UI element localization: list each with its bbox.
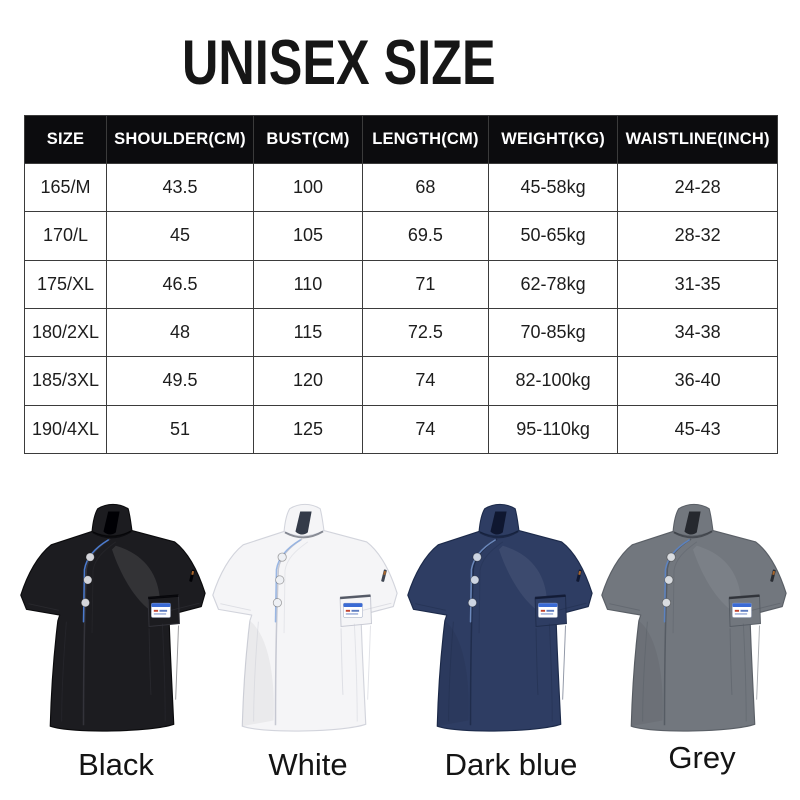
table-cell: 74 [362,404,489,455]
table-cell: 49.5 [106,356,254,406]
table-cell: 71 [362,259,489,309]
table-row: 165/M 43.5 100 68 45-58kg 24-28 [23,162,778,213]
table-cell: 180/2XL [23,307,108,358]
color-label-dark-blue: Dark blue [444,747,578,782]
table-cell: 175/XL [23,259,108,309]
table-cell: 165/M [23,162,108,213]
table-row: 175/XL 46.5 110 71 62-78kg 31-35 [23,259,778,309]
color-label-black: Black [78,747,154,782]
table-cell: 170/L [23,211,108,261]
table-cell: 68 [362,162,489,213]
color-label-grey: Grey [668,740,736,775]
column-header: BUST(CM) [252,115,364,164]
table-cell: 72.5 [362,307,489,358]
product-image-white [209,500,399,733]
table-cell: 185/3XL [23,356,108,406]
column-header: SIZE [23,115,108,164]
table-row: 180/2XL 48 115 72.5 70-85kg 34-38 [23,307,778,358]
table-cell: 31-35 [617,259,778,309]
table-cell: 115 [252,307,364,358]
table-cell: 51 [106,404,254,455]
table-cell: 28-32 [617,211,778,261]
table-cell: 24-28 [617,162,778,213]
table-cell: 45 [106,211,254,261]
table-cell: 110 [252,259,364,309]
table-cell: 125 [252,404,364,455]
column-header: SHOULDER(CM) [106,115,254,164]
product-image-grey [598,500,788,733]
table-cell: 105 [252,211,364,261]
table-cell: 50-65kg [487,211,619,261]
page-title: UNISEX SIZE [182,28,496,98]
column-header: WAISTLINE(INCH) [617,115,778,164]
size-table-header: SIZE SHOULDER(CM) BUST(CM) LENGTH(CM) WEIGHT… [23,115,778,164]
table-cell: 46.5 [106,259,254,309]
table-cell: 120 [252,356,364,406]
table-cell: 34-38 [617,307,778,358]
size-table-body: 165/M 43.5 100 68 45-58kg 24-28 170/L 45 105 69.5… [23,162,778,455]
table-cell: 190/4XL [23,404,108,455]
table-cell: 95-110kg [487,404,619,455]
table-row: 170/L 45 105 69.5 50-65kg 28-32 [23,211,778,261]
column-header: WEIGHT(KG) [487,115,619,164]
table-cell: 74 [362,356,489,406]
table-cell: 62-78kg [487,259,619,309]
product-image-dark-blue [404,500,594,733]
table-cell: 45-43 [617,404,778,455]
product-image-black [17,500,207,733]
color-label-white: White [268,747,348,782]
table-cell: 48 [106,307,254,358]
table-cell: 100 [252,162,364,213]
column-header: LENGTH(CM) [362,115,489,164]
table-cell: 36-40 [617,356,778,406]
table-cell: 69.5 [362,211,489,261]
header-row: SIZE SHOULDER(CM) BUST(CM) LENGTH(CM) WEIGHT… [23,115,778,164]
table-cell: 43.5 [106,162,254,213]
table-row: 185/3XL 49.5 120 74 82-100kg 36-40 [23,356,778,406]
table-row: 190/4XL 51 125 74 95-110kg 45-43 [23,404,778,455]
size-chart-table: SIZE SHOULDER(CM) BUST(CM) LENGTH(CM) WEIGHT… [23,115,778,455]
table-cell: 70-85kg [487,307,619,358]
size-table: SIZE SHOULDER(CM) BUST(CM) LENGTH(CM) WEIGHT… [23,115,778,455]
table-cell: 82-100kg [487,356,619,406]
table-cell: 45-58kg [487,162,619,213]
